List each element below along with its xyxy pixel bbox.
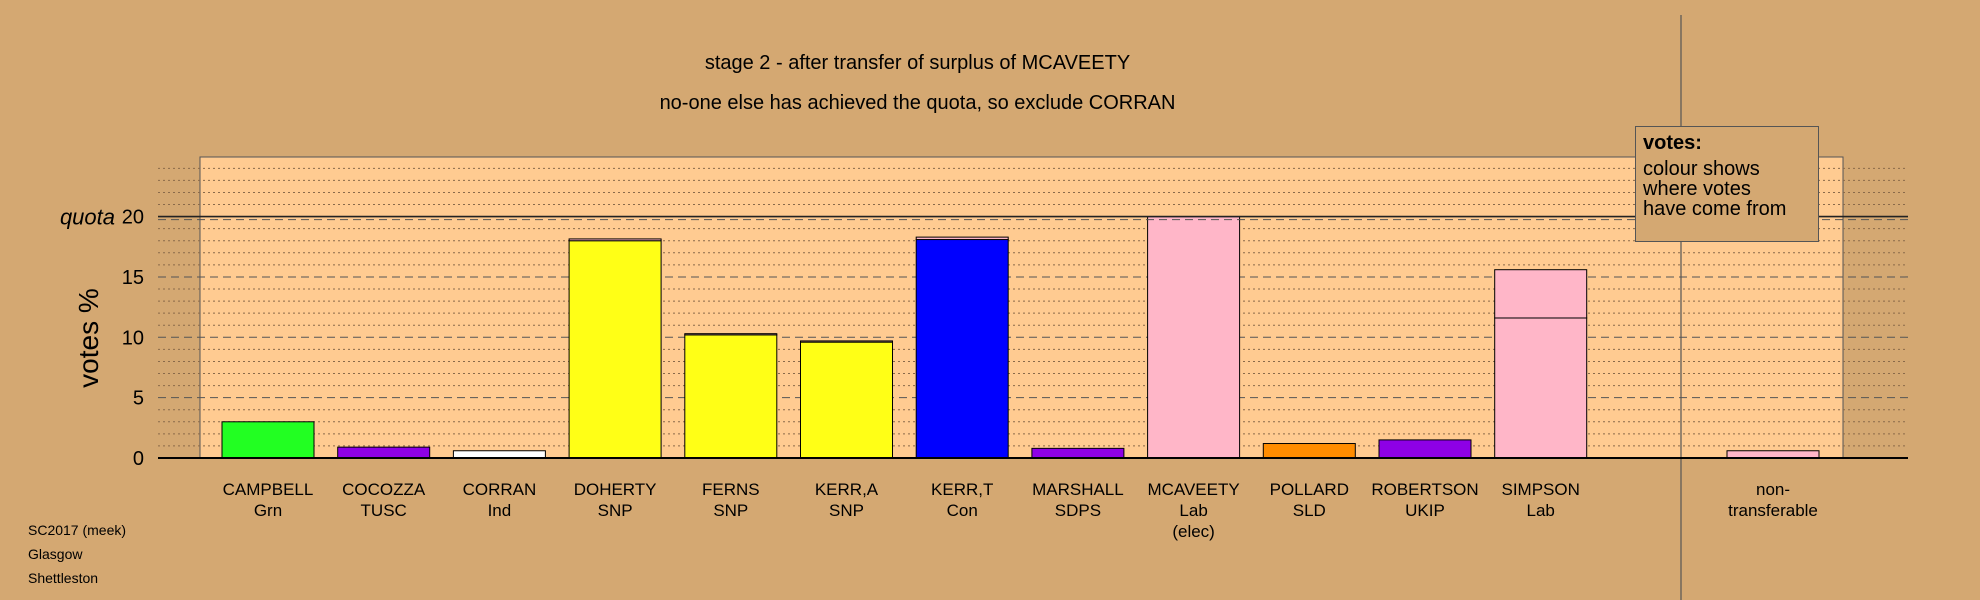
- candidate-party: Lab: [1527, 501, 1555, 520]
- legend-box: votes: colour shows where votes have com…: [1635, 126, 1819, 242]
- candidate-name: CAMPBELL: [223, 480, 314, 499]
- candidate-name: DOHERTY: [574, 480, 657, 499]
- candidate-name: CORRAN: [463, 480, 537, 499]
- candidate-party: Con: [947, 501, 978, 520]
- candidate-party: Lab: [1179, 501, 1207, 520]
- candidate-party: SNP: [829, 501, 864, 520]
- bar-segment: [1147, 216, 1241, 459]
- plot-area: [199, 156, 1844, 459]
- bar-segment: [221, 421, 315, 459]
- bar-segment: [684, 333, 778, 336]
- info-election: SC2017 (meek): [28, 522, 127, 538]
- bar-segment: [800, 340, 893, 343]
- candidate-party: SLD: [1293, 501, 1326, 520]
- bar-segment: [1378, 439, 1472, 459]
- bar-segment: [684, 334, 778, 459]
- candidate-name: KERR,T: [931, 480, 993, 499]
- candidate-party: Grn: [254, 501, 282, 520]
- legend-body: colour shows where votes have come from: [1643, 158, 1787, 220]
- candidate-status: (elec): [1172, 522, 1215, 541]
- bar-segment: [915, 239, 1009, 459]
- candidate-name: SIMPSON: [1501, 480, 1579, 499]
- bar-segment: [568, 238, 662, 242]
- y-tick-label: 15: [122, 267, 144, 289]
- bar-segment: [452, 450, 546, 459]
- bar-segment: [800, 341, 893, 459]
- bar-segment: [1494, 269, 1588, 319]
- chart-subtitle: no-one else has achieved the quota, so e…: [659, 92, 1176, 114]
- nontransferable-bar: [1726, 450, 1820, 459]
- candidate-party: UKIP: [1405, 501, 1445, 520]
- candidate-party: SDPS: [1055, 501, 1101, 520]
- candidate-name: POLLARD: [1270, 480, 1349, 499]
- candidate-party: Ind: [488, 501, 512, 520]
- candidate-name: MARSHALL: [1032, 480, 1124, 499]
- bar-segment: [1262, 443, 1356, 459]
- legend-title: votes:: [1643, 132, 1702, 154]
- y-axis-title: votes %: [73, 288, 104, 388]
- bar-segment: [1031, 447, 1125, 459]
- info-council: Glasgow: [28, 546, 83, 562]
- y-tick-label: 20: [122, 207, 144, 229]
- bar-segment: [1494, 317, 1588, 459]
- nontransferable-label-1: non-: [1756, 480, 1790, 499]
- y-tick-label: 5: [133, 388, 144, 410]
- candidate-name: FERNS: [702, 480, 760, 499]
- candidate-party: SNP: [713, 501, 748, 520]
- candidate-name: KERR,A: [815, 480, 879, 499]
- candidate-name: COCOZZA: [342, 480, 426, 499]
- candidate-party: SNP: [598, 501, 633, 520]
- chart-title: stage 2 - after transfer of surplus of M…: [704, 52, 1131, 74]
- quota-label: quota: [60, 205, 115, 230]
- nontransferable-label-2: transferable: [1728, 501, 1818, 520]
- y-tick-label: 0: [133, 448, 144, 470]
- candidate-party: TUSC: [361, 501, 407, 520]
- candidate-name: MCAVEETY: [1147, 480, 1239, 499]
- bar-segment: [915, 236, 1009, 241]
- info-ward: Shettleston: [28, 570, 99, 586]
- candidate-name: ROBERTSON: [1371, 480, 1478, 499]
- y-tick-label: 10: [122, 327, 144, 349]
- bar-segment: [337, 446, 431, 459]
- bar-segment: [568, 240, 662, 459]
